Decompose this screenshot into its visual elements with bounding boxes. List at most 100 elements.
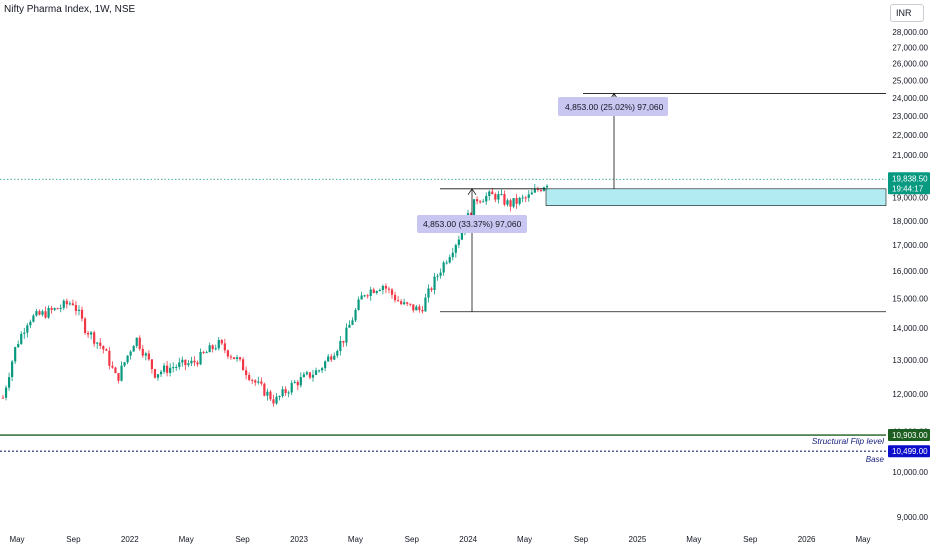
x-tick-label: 2023 [290, 535, 308, 544]
candle-body [275, 396, 278, 404]
y-tick-label: 10,000.00 [892, 468, 928, 477]
candle-body [406, 302, 409, 304]
y-tick-label: 16,000.00 [892, 267, 928, 276]
candle-body [521, 197, 524, 199]
candle-body [181, 359, 184, 363]
candle-body [317, 370, 321, 372]
candle-body [430, 288, 433, 291]
candle-body [506, 200, 509, 205]
candle-body [424, 297, 427, 312]
candle-body [166, 365, 169, 373]
candle-body [412, 304, 415, 311]
measure-1-label: 4,853.00 (33.37%) 97,060 [423, 219, 522, 229]
candle-body [381, 286, 384, 291]
y-axis-ticks: 8,000.009,000.0010,000.0011,000.0012,000… [892, 28, 928, 522]
last-price-countdown: 19:44:17 [892, 184, 924, 193]
candle-body [226, 350, 229, 357]
x-tick-label: Sep [405, 535, 420, 544]
currency-selector[interactable]: INR [890, 4, 924, 22]
candle-body [527, 194, 530, 198]
candle-body [479, 201, 482, 203]
y-tick-label: 12,000.00 [892, 390, 928, 399]
base-label: Base [866, 455, 885, 464]
candle-body [7, 377, 11, 388]
candle-body [220, 340, 223, 344]
candle-body [86, 332, 90, 335]
candle-body [126, 355, 129, 363]
candle-body [378, 290, 381, 292]
measure-1-label-bg [417, 215, 527, 233]
base-badge-value: 10,499.00 [892, 447, 928, 456]
candle-body [311, 374, 315, 378]
y-tick-label: 26,000.00 [892, 60, 928, 69]
horizontal-levels[interactable]: Structural Flip level Base [0, 434, 886, 464]
candle-body [457, 239, 460, 245]
candle-body [211, 345, 214, 349]
candle-body [269, 391, 272, 400]
candle-body [469, 213, 473, 216]
candle-body [272, 399, 275, 404]
candle-body [530, 192, 533, 195]
candle-body [29, 321, 32, 326]
candle-body [26, 325, 29, 333]
candle-body [144, 353, 147, 356]
candle-body [20, 333, 23, 345]
candle-body [35, 311, 38, 316]
candle-body [330, 356, 333, 360]
x-tick-label: Sep [235, 535, 250, 544]
candles [1, 183, 549, 407]
candle-body [287, 392, 290, 394]
candle-body [208, 345, 211, 353]
candle-body [488, 191, 491, 196]
y-tick-label: 25,000.00 [892, 76, 928, 85]
candle-body [96, 342, 99, 344]
candle-body [403, 302, 406, 305]
candle-body [132, 345, 135, 352]
y-tick-label: 22,000.00 [892, 131, 928, 140]
candle-body [396, 300, 400, 302]
candle-body [65, 300, 68, 305]
zone-box[interactable] [545, 188, 887, 206]
base-badge [888, 445, 930, 458]
measure-tools[interactable]: 4,853.00 (33.37%) 97,060 4,853.00 (25.02%… [417, 92, 886, 313]
candle-body [415, 306, 418, 311]
candle-body [390, 289, 394, 295]
candle-body [448, 257, 451, 263]
candle-body [11, 361, 14, 378]
candle-body [199, 351, 202, 365]
candle-body [205, 352, 208, 354]
candle-body [44, 311, 47, 318]
candle-body [141, 348, 144, 356]
candle-body [17, 344, 20, 348]
candle-body [129, 351, 132, 356]
candle-body [175, 366, 178, 368]
x-tick-label: May [179, 535, 194, 544]
candle-body [524, 197, 527, 199]
candle-body [284, 389, 287, 393]
candle-body [348, 324, 351, 328]
y-tick-label: 24,000.00 [892, 94, 928, 103]
candle-body [357, 299, 360, 310]
last-price-value: 19,838.50 [892, 174, 928, 183]
candle-body [4, 387, 8, 398]
candle-body [314, 370, 318, 375]
candle-body [184, 359, 187, 366]
candle-body [229, 356, 233, 358]
candle-body [302, 374, 305, 378]
candle-body [114, 367, 117, 374]
candle-body [105, 349, 108, 351]
candle-body [257, 381, 260, 383]
candle-body [324, 361, 327, 369]
measure-2-label: 4,853.00 (25.02%) 97,060 [565, 102, 664, 112]
candle-body [360, 295, 363, 300]
candle-body [135, 337, 138, 346]
candle-body [187, 363, 190, 366]
candle-body [99, 342, 102, 346]
chart-title: Nifty Pharma Index, 1W, NSE [4, 4, 136, 15]
candle-body [482, 201, 485, 203]
candle-body [308, 372, 312, 378]
candle-body [339, 340, 342, 351]
candle-body [305, 372, 309, 375]
x-tick-label: May [9, 535, 24, 544]
